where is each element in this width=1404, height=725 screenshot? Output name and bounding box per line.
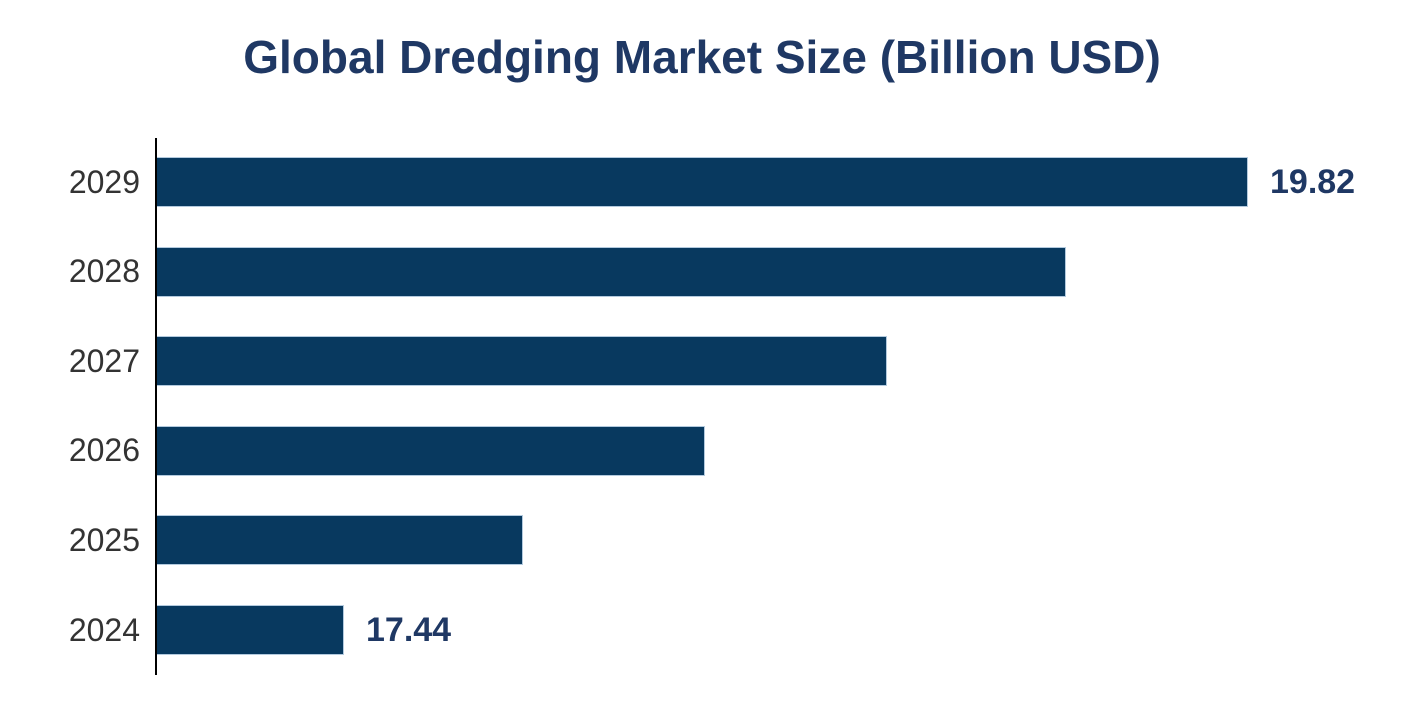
category-label: 2027 — [68, 342, 140, 379]
bar-row: 2028 — [0, 246, 1404, 297]
bar — [157, 515, 523, 566]
category-label: 2029 — [68, 163, 140, 200]
plot-area: 2029 19.82 2028 2027 2026 2025 2024 17.4… — [0, 138, 1404, 675]
value-label: 17.44 — [366, 610, 452, 649]
bar — [157, 425, 705, 476]
bar-row: 2025 — [0, 515, 1404, 566]
bar — [157, 605, 344, 655]
bar — [157, 157, 1248, 207]
bar — [157, 246, 1066, 297]
category-label: 2024 — [68, 611, 140, 648]
bar-row: 2029 19.82 — [0, 157, 1404, 207]
bar-row: 2024 17.44 — [0, 605, 1404, 655]
category-label: 2025 — [68, 521, 140, 558]
category-label: 2028 — [68, 253, 140, 290]
bar-row: 2026 — [0, 425, 1404, 476]
value-label: 19.82 — [1270, 162, 1356, 201]
category-label: 2026 — [68, 432, 140, 469]
bar — [157, 336, 887, 387]
chart-title: Global Dredging Market Size (Billion USD… — [243, 31, 1161, 83]
bar-row: 2027 — [0, 336, 1404, 387]
y-axis-line — [155, 138, 157, 675]
